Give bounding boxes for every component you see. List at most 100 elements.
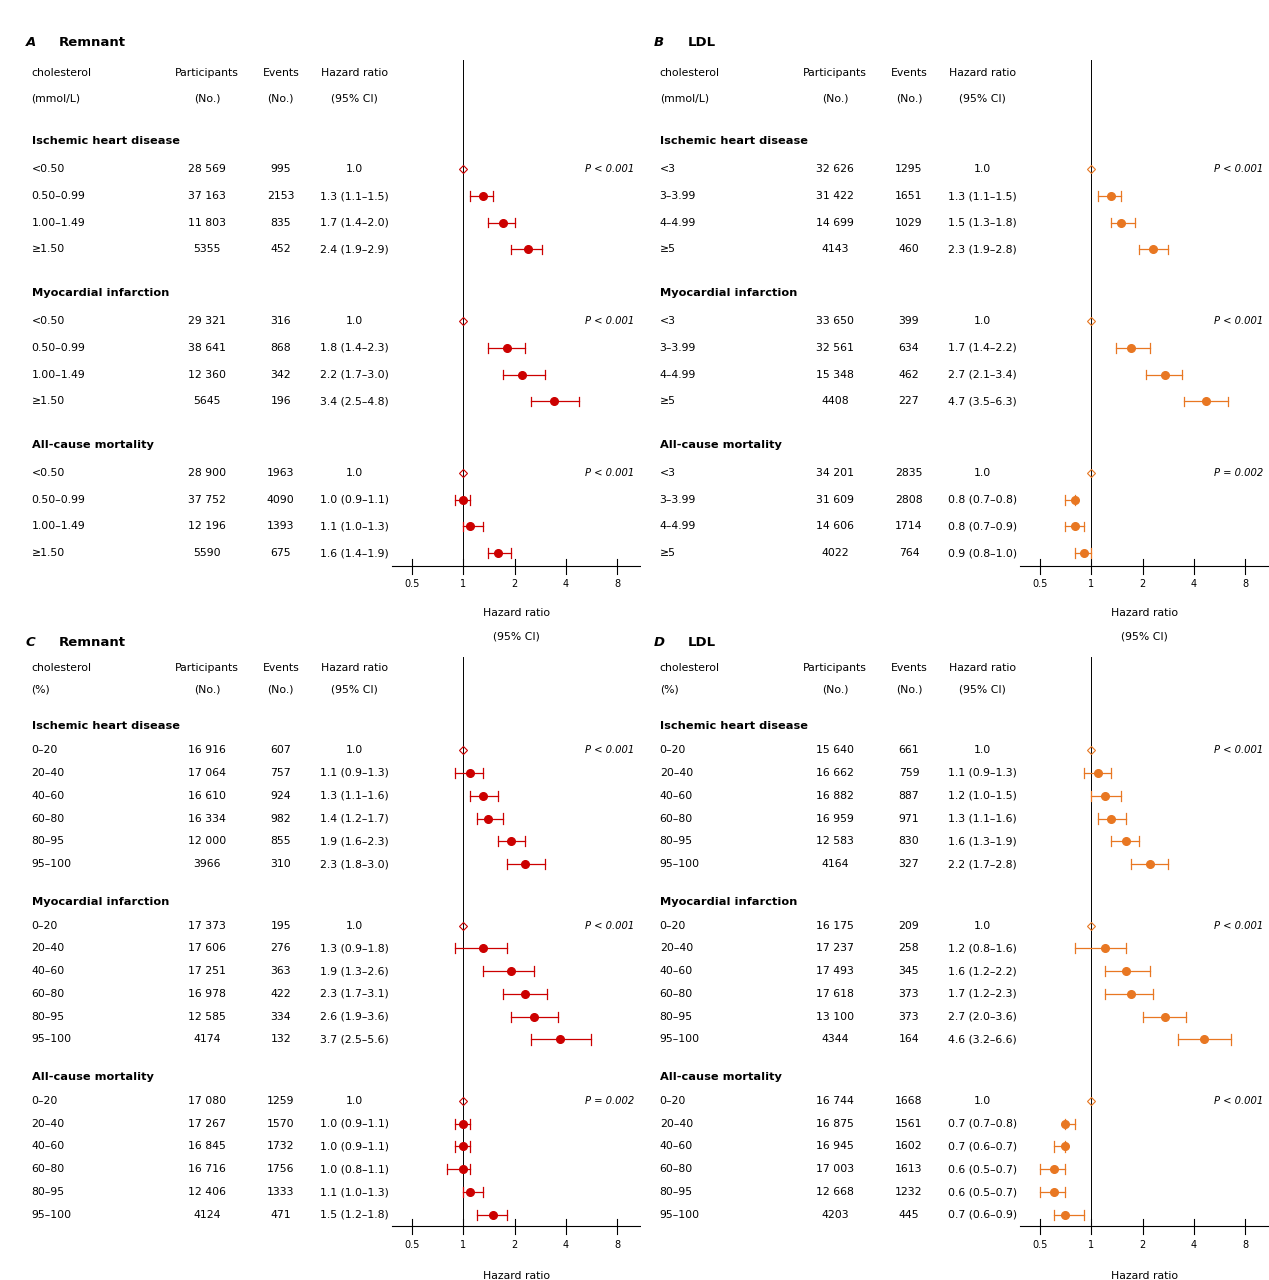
Text: All-cause mortality: All-cause mortality: [32, 440, 154, 451]
Text: 13 100: 13 100: [816, 1011, 854, 1021]
Text: Hazard ratio: Hazard ratio: [482, 608, 549, 618]
Text: 16 334: 16 334: [188, 814, 226, 823]
Text: 8: 8: [614, 1240, 621, 1251]
Text: 0.50–0.99: 0.50–0.99: [32, 495, 85, 504]
Text: 2.3 (1.7–3.1): 2.3 (1.7–3.1): [320, 989, 390, 998]
Text: 0.9 (0.8–1.0): 0.9 (0.8–1.0): [948, 548, 1018, 558]
Text: 607: 607: [270, 745, 291, 755]
Text: (95% CI): (95% CI): [331, 685, 378, 694]
Text: 1.0 (0.9–1.1): 1.0 (0.9–1.1): [320, 1142, 390, 1152]
Text: 209: 209: [898, 920, 919, 931]
Text: 0–20: 0–20: [32, 745, 58, 755]
Text: 2: 2: [511, 580, 518, 589]
Text: 4.6 (3.2–6.6): 4.6 (3.2–6.6): [948, 1034, 1018, 1044]
Text: 60–80: 60–80: [660, 989, 693, 998]
Text: 0–20: 0–20: [32, 920, 58, 931]
Text: 80–95: 80–95: [660, 1011, 693, 1021]
Text: 17 493: 17 493: [816, 966, 854, 977]
Text: 0.7 (0.6–0.7): 0.7 (0.6–0.7): [948, 1142, 1018, 1152]
Text: 1.1 (0.9–1.3): 1.1 (0.9–1.3): [320, 768, 390, 778]
Text: 1756: 1756: [266, 1165, 294, 1174]
Text: Events: Events: [891, 68, 928, 78]
Text: 1.00–1.49: 1.00–1.49: [32, 521, 85, 531]
Text: (No.): (No.): [268, 685, 294, 694]
Text: 164: 164: [898, 1034, 919, 1044]
Text: <3: <3: [660, 164, 675, 174]
Text: Remnant: Remnant: [60, 635, 126, 649]
Text: 16 882: 16 882: [816, 791, 854, 801]
Text: 2808: 2808: [895, 495, 923, 504]
Text: 40–60: 40–60: [660, 791, 693, 801]
Text: Participants: Participants: [175, 663, 239, 672]
Text: 1.0: 1.0: [975, 316, 991, 326]
Text: 2.3 (1.8–3.0): 2.3 (1.8–3.0): [320, 859, 390, 869]
Text: D: D: [654, 635, 665, 649]
Text: 764: 764: [898, 548, 919, 558]
Text: Hazard ratio: Hazard ratio: [1110, 608, 1178, 618]
Text: 2.4 (1.9–2.9): 2.4 (1.9–2.9): [320, 244, 390, 255]
Text: 0–20: 0–20: [32, 1096, 58, 1106]
Text: Hazard ratio: Hazard ratio: [321, 68, 388, 78]
Text: 445: 445: [898, 1210, 919, 1220]
Text: 0.8 (0.7–0.8): 0.8 (0.7–0.8): [948, 495, 1018, 504]
Text: 334: 334: [270, 1011, 291, 1021]
Text: 1.5 (1.2–1.8): 1.5 (1.2–1.8): [320, 1210, 390, 1220]
Text: 4408: 4408: [821, 397, 849, 406]
Text: 17 237: 17 237: [816, 943, 854, 954]
Text: P < 0.001: P < 0.001: [585, 316, 634, 326]
Text: 17 606: 17 606: [188, 943, 226, 954]
Text: 0–20: 0–20: [660, 1096, 687, 1106]
Text: 345: 345: [898, 966, 919, 977]
Text: 4: 4: [1192, 1240, 1197, 1251]
Text: 0.5: 0.5: [1033, 1240, 1048, 1251]
Text: 4174: 4174: [193, 1034, 221, 1044]
Text: P = 0.002: P = 0.002: [1213, 468, 1263, 479]
Text: 95–100: 95–100: [32, 1210, 71, 1220]
Text: 80–95: 80–95: [660, 1187, 693, 1197]
Text: 8: 8: [1242, 1240, 1249, 1251]
Text: 661: 661: [898, 745, 919, 755]
Text: 40–60: 40–60: [32, 791, 65, 801]
Text: 16 916: 16 916: [188, 745, 226, 755]
Text: 1.1 (1.0–1.3): 1.1 (1.0–1.3): [320, 521, 390, 531]
Text: (95% CI): (95% CI): [331, 93, 378, 104]
Text: 327: 327: [898, 859, 919, 869]
Text: Events: Events: [891, 663, 928, 672]
Text: 60–80: 60–80: [32, 989, 65, 998]
Text: 868: 868: [270, 343, 291, 353]
Text: 452: 452: [270, 244, 291, 255]
Text: 16 662: 16 662: [816, 768, 854, 778]
Text: 342: 342: [270, 370, 291, 380]
Text: 20–40: 20–40: [660, 943, 693, 954]
Text: 12 583: 12 583: [816, 836, 854, 846]
Text: 0.5: 0.5: [405, 1240, 420, 1251]
Text: 0.7 (0.7–0.8): 0.7 (0.7–0.8): [948, 1119, 1018, 1129]
Text: 0.5: 0.5: [405, 580, 420, 589]
Text: 1.2 (1.0–1.5): 1.2 (1.0–1.5): [948, 791, 1018, 801]
Text: Participants: Participants: [175, 68, 239, 78]
Text: 95–100: 95–100: [660, 1210, 699, 1220]
Text: 0.6 (0.5–0.7): 0.6 (0.5–0.7): [948, 1187, 1018, 1197]
Text: 2.6 (1.9–3.6): 2.6 (1.9–3.6): [320, 1011, 390, 1021]
Text: 8: 8: [614, 580, 621, 589]
Text: Hazard ratio: Hazard ratio: [482, 1271, 549, 1280]
Text: ≥1.50: ≥1.50: [32, 244, 65, 255]
Text: 1295: 1295: [895, 164, 923, 174]
Text: All-cause mortality: All-cause mortality: [660, 1073, 782, 1082]
Text: 4203: 4203: [821, 1210, 849, 1220]
Text: 95–100: 95–100: [32, 859, 71, 869]
Text: Ischemic heart disease: Ischemic heart disease: [32, 137, 179, 146]
Text: 1.5 (1.3–1.8): 1.5 (1.3–1.8): [948, 218, 1018, 228]
Text: Ischemic heart disease: Ischemic heart disease: [660, 721, 807, 731]
Text: (No.): (No.): [896, 93, 923, 104]
Text: 40–60: 40–60: [32, 966, 65, 977]
Text: 1.0: 1.0: [346, 920, 363, 931]
Text: P < 0.001: P < 0.001: [1213, 164, 1263, 174]
Text: 0.50–0.99: 0.50–0.99: [32, 343, 85, 353]
Text: 2.7 (2.1–3.4): 2.7 (2.1–3.4): [948, 370, 1018, 380]
Text: 1.9 (1.6–2.3): 1.9 (1.6–2.3): [320, 836, 390, 846]
Text: P < 0.001: P < 0.001: [585, 745, 634, 755]
Text: 1.0: 1.0: [975, 468, 991, 479]
Text: 1.0 (0.9–1.1): 1.0 (0.9–1.1): [320, 1119, 390, 1129]
Text: 60–80: 60–80: [32, 1165, 65, 1174]
